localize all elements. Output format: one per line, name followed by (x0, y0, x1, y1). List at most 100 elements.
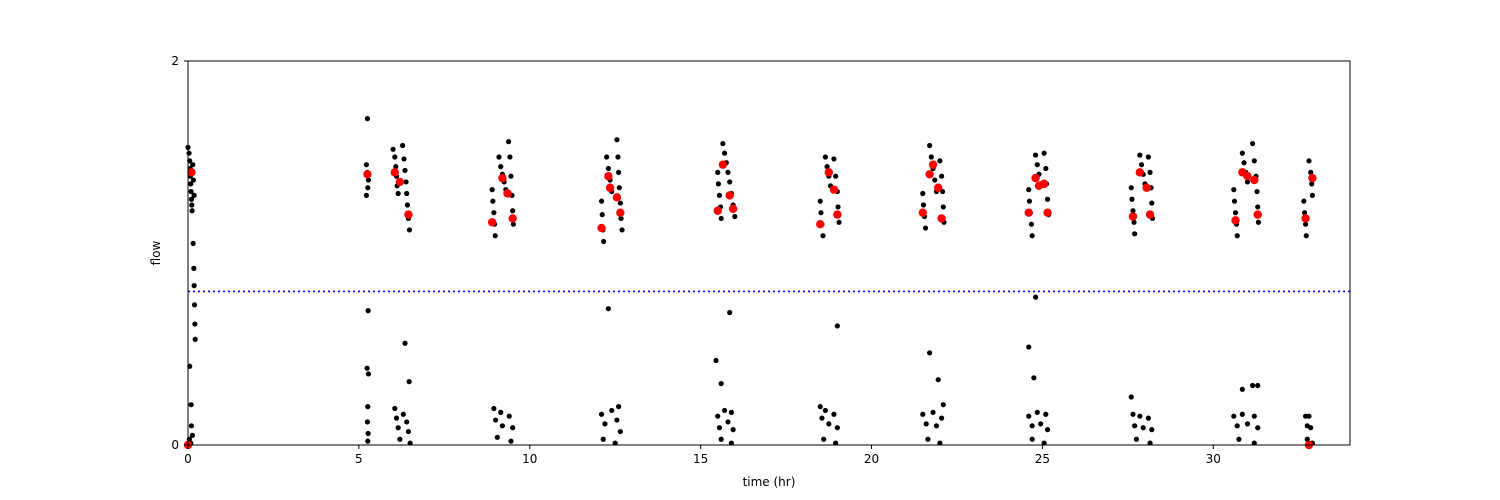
data-point (510, 425, 516, 431)
data-point (191, 302, 198, 308)
data-point (1147, 169, 1153, 175)
data-point (365, 371, 372, 377)
data-point (507, 154, 513, 160)
data-point (1231, 187, 1237, 193)
data-point (600, 436, 606, 442)
data-point (820, 233, 826, 239)
data-point (728, 440, 735, 446)
x-tick-label: 15 (693, 452, 708, 466)
highlight-point (824, 168, 834, 177)
data-point (617, 428, 623, 435)
highlight-point (612, 193, 622, 202)
data-point (922, 225, 929, 231)
x-tick-label: 10 (522, 452, 537, 466)
data-point (716, 192, 723, 198)
data-point (1128, 394, 1134, 400)
highlight-point (498, 173, 507, 183)
data-point (619, 227, 625, 233)
data-point (1029, 423, 1035, 429)
data-point (1308, 169, 1314, 175)
data-point (1131, 219, 1137, 225)
highlight-point (616, 208, 625, 217)
data-point (1145, 415, 1151, 421)
y-tick-label: 2 (171, 54, 179, 68)
data-point (190, 240, 196, 246)
data-point (718, 380, 724, 387)
data-point (189, 202, 195, 208)
data-point (605, 306, 611, 312)
data-point (186, 150, 192, 156)
data-point (1149, 200, 1155, 206)
highlight-point (187, 168, 196, 177)
data-point (1249, 140, 1256, 147)
data-point (1241, 160, 1247, 166)
data-point (365, 177, 372, 183)
data-point (1255, 204, 1261, 210)
data-point (1254, 188, 1260, 195)
highlight-point (1043, 208, 1052, 217)
highlight-point (833, 210, 842, 219)
plot-frame (187, 60, 1351, 446)
data-point (598, 198, 605, 204)
data-point (937, 158, 943, 164)
data-point (1128, 185, 1134, 191)
data-point (1306, 413, 1312, 419)
x-axis: 0 5 10 15 20 25 30 (184, 445, 1221, 466)
data-point (489, 187, 495, 193)
highlight-point (508, 214, 517, 223)
data-point (1041, 440, 1047, 446)
data-point (403, 179, 409, 185)
data-point (406, 379, 412, 385)
data-point (598, 411, 605, 417)
data-point (928, 154, 934, 160)
data-point (498, 164, 504, 170)
data-point (1043, 165, 1049, 172)
highlight-point (1308, 173, 1317, 183)
x-tick-label: 0 (184, 452, 192, 466)
data-point (1147, 440, 1153, 446)
x-tick-label: 5 (355, 452, 363, 466)
data-point (1038, 421, 1044, 427)
data-point (508, 173, 514, 179)
data-point (395, 190, 401, 197)
data-point (1031, 375, 1037, 381)
data-point (190, 177, 197, 183)
data-point (725, 419, 731, 425)
data-point (1132, 231, 1138, 237)
data-point (718, 215, 724, 222)
highlight-point (605, 183, 615, 192)
data-point (505, 139, 512, 145)
data-point (721, 407, 728, 414)
highlight-point (713, 206, 722, 215)
data-point (824, 164, 830, 170)
data-point (400, 142, 406, 149)
data-point (932, 177, 938, 183)
data-point (402, 167, 408, 174)
data-point (1244, 179, 1251, 185)
data-point (925, 436, 931, 442)
y-axis: 02 (171, 54, 188, 452)
data-point (732, 213, 738, 220)
highlight-point (1243, 172, 1252, 181)
data-point (365, 430, 371, 437)
data-point (1028, 221, 1035, 227)
highlight-point (597, 223, 606, 233)
data-point (1251, 440, 1257, 446)
data-point (406, 227, 413, 233)
data-point (725, 169, 731, 175)
data-point (1044, 196, 1051, 202)
data-point (499, 423, 506, 429)
data-point (1239, 150, 1245, 156)
y-axis-label: flow (149, 240, 163, 265)
data-point (365, 404, 371, 410)
data-point (1026, 187, 1032, 193)
data-point (614, 137, 620, 143)
data-point (1026, 198, 1033, 204)
data-point (1138, 162, 1145, 168)
data-point (1309, 192, 1316, 198)
highlight-point (487, 218, 497, 227)
data-point (1029, 233, 1035, 239)
data-point (938, 173, 945, 179)
data-point (920, 190, 926, 197)
